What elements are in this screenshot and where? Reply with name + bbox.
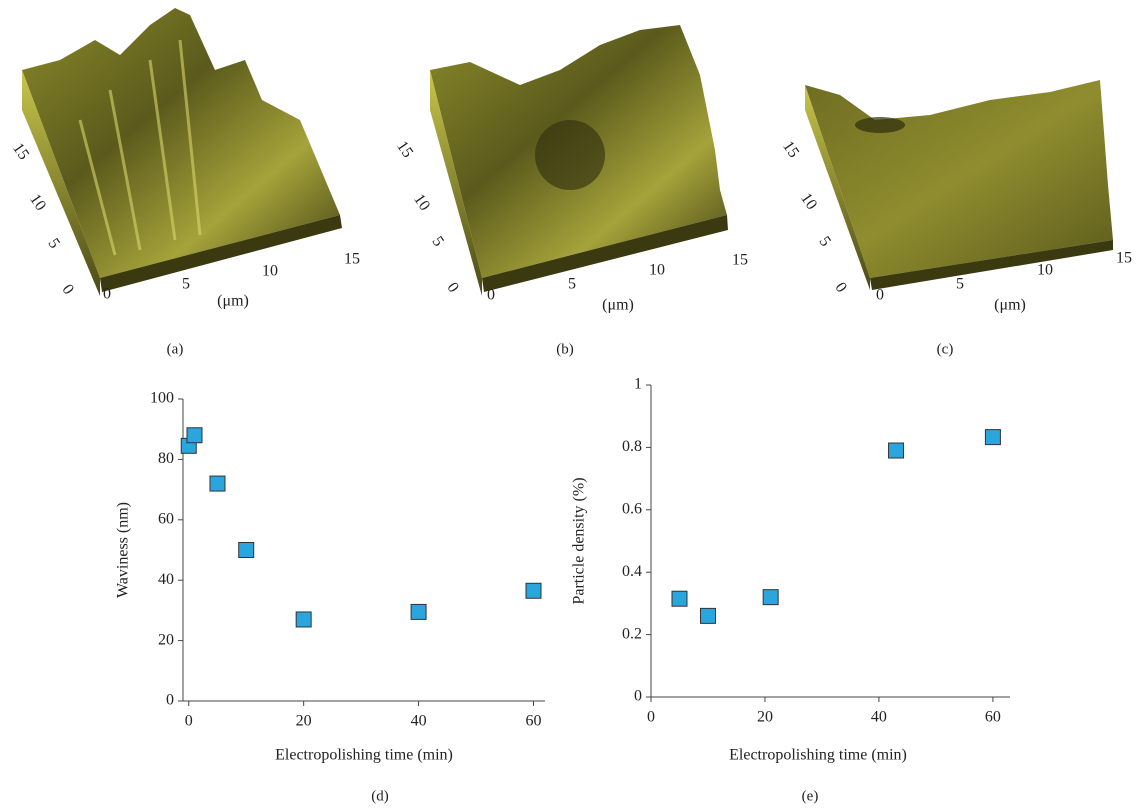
afm-x-tick-label: 5 <box>182 276 190 293</box>
afm-x-tick-label: 0 <box>487 287 495 304</box>
scatter-point <box>411 604 426 619</box>
scatter-point <box>700 608 715 623</box>
figure: 051015051015(μm)(a)051015051015(μm)(b)05… <box>0 0 1136 810</box>
x-axis-title: Electropolishing time (min) <box>275 747 453 764</box>
y-tick-label: 80 <box>158 450 174 467</box>
afm-y-tick-label: 15 <box>393 138 416 161</box>
scatter-point <box>239 543 254 558</box>
scatter-point <box>210 476 225 491</box>
y-tick-label: 0 <box>634 688 642 705</box>
afm-unit: (μm) <box>217 293 249 310</box>
y-tick-label: 0.4 <box>622 563 642 580</box>
scatter-point <box>763 590 778 605</box>
afm-y-tick-label: 5 <box>44 235 63 251</box>
afm-y-tick-label: 5 <box>428 233 447 249</box>
afm-x-tick-label: 10 <box>1037 262 1053 279</box>
afm-x-tick-label: 15 <box>1116 250 1132 267</box>
afm-y-tick-label: 10 <box>410 191 433 214</box>
scatter-point <box>672 591 687 606</box>
panel-caption: (a) <box>167 341 184 357</box>
afm-unit: (μm) <box>602 297 634 314</box>
scatter-point <box>187 428 202 443</box>
x-tick-label: 20 <box>296 713 312 730</box>
x-tick-label: 40 <box>411 713 427 730</box>
afm-x-tick-label: 10 <box>649 262 665 279</box>
afm-surface-a <box>22 8 342 296</box>
y-tick-label: 20 <box>158 631 174 648</box>
page: {"chart_data": [ {"type": "scatter", "ca… <box>0 0 1136 810</box>
afm-y-tick-label: 5 <box>815 233 834 249</box>
y-tick-label: 0.6 <box>622 500 642 517</box>
x-tick-label: 60 <box>985 709 1001 726</box>
afm-surface-c <box>805 80 1113 290</box>
scatter-point <box>889 443 904 458</box>
x-tick-label: 60 <box>526 713 542 730</box>
scatter-point <box>526 583 541 598</box>
afm-y-tick-label: 15 <box>9 140 32 163</box>
afm-y-tick-label: 0 <box>58 281 77 297</box>
afm-x-tick-label: 0 <box>876 287 884 304</box>
y-tick-label: 1 <box>634 376 642 393</box>
afm-x-tick-label: 5 <box>956 276 964 293</box>
panel-caption: (b) <box>556 341 574 357</box>
panel-caption: (e) <box>802 788 819 804</box>
afm-y-tick-label: 15 <box>779 138 802 161</box>
afm-y-tick-label: 0 <box>443 279 462 295</box>
afm-x-tick-label: 15 <box>732 252 748 269</box>
scatter-point <box>985 430 1000 445</box>
afm-x-tick-label: 5 <box>568 276 576 293</box>
x-tick-label: 20 <box>757 709 773 726</box>
afm-unit: (μm) <box>994 297 1026 314</box>
panel-caption: (d) <box>371 788 389 804</box>
scatter-point <box>296 612 311 627</box>
panel-caption: (c) <box>937 341 954 357</box>
afm-y-tick-label: 0 <box>831 279 850 295</box>
y-tick-label: 100 <box>150 390 174 407</box>
y-tick-label: 0.8 <box>622 438 642 455</box>
x-tick-label: 40 <box>871 709 887 726</box>
y-tick-label: 60 <box>158 510 174 527</box>
afm-y-tick-label: 10 <box>26 191 49 214</box>
afm-y-tick-label: 10 <box>797 190 820 213</box>
afm-x-tick-label: 0 <box>103 286 111 303</box>
x-tick-label: 0 <box>185 713 193 730</box>
y-axis-title: Particle density (%) <box>571 477 588 604</box>
y-tick-label: 40 <box>158 571 174 588</box>
afm-x-tick-label: 15 <box>344 251 360 268</box>
afm-x-tick-label: 10 <box>262 263 278 280</box>
y-tick-label: 0 <box>166 692 174 709</box>
y-tick-label: 0.2 <box>622 625 642 642</box>
y-axis-title: Waviness (nm) <box>115 502 132 598</box>
afm-surface-b <box>430 25 728 296</box>
x-axis-title: Electropolishing time (min) <box>729 747 907 764</box>
x-tick-label: 0 <box>647 709 655 726</box>
